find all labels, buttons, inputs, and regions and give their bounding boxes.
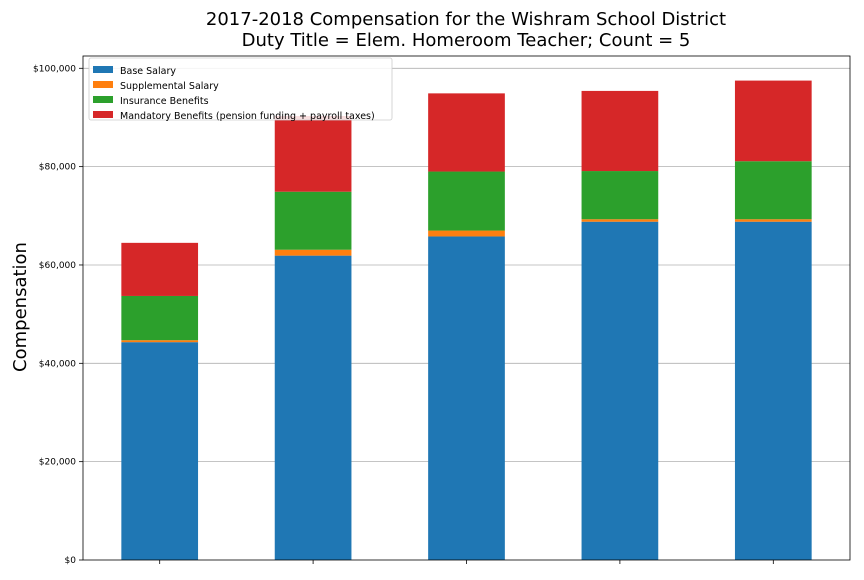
- legend-swatch: [93, 81, 113, 88]
- y-tick-label: $80,000: [39, 163, 76, 173]
- axes: $0 $20,000 $40,000 $60,000 $80,000 $100,000: [33, 55, 851, 566]
- bar-segment-supplemental-salary: [581, 219, 659, 222]
- chart-title-line-1: 2017-2018 Compensation for the Wishram S…: [206, 9, 726, 30]
- bar-segment-base-salary: [581, 221, 659, 560]
- bar-segment-insurance-benefits: [274, 191, 352, 250]
- bar-segment-insurance-benefits: [734, 161, 812, 220]
- bar-segment-supplemental-salary: [734, 219, 812, 222]
- y-axis-label: Compensation: [10, 242, 31, 372]
- legend-box: [88, 57, 393, 121]
- bar-segment-insurance-benefits: [121, 295, 199, 341]
- bar-segment-mandatory-benefits: [734, 80, 812, 162]
- bar-segment-mandatory-benefits: [428, 93, 505, 172]
- bars: [121, 80, 812, 560]
- y-tick-label: $0: [65, 556, 77, 566]
- bar-segment-supplemental-salary: [274, 249, 352, 256]
- y-tick-label: $60,000: [39, 261, 76, 271]
- legend-swatch: [93, 66, 113, 73]
- legend-label: Mandatory Benefits (pension funding + pa…: [120, 111, 375, 122]
- y-tick-label: $100,000: [33, 64, 76, 74]
- bar-segment-insurance-benefits: [581, 171, 659, 220]
- legend-swatch: [93, 96, 113, 103]
- bar-segment-base-salary: [734, 221, 812, 560]
- bar-segment-base-salary: [274, 255, 352, 560]
- bar-segment-base-salary: [121, 342, 199, 560]
- bar-segment-mandatory-benefits: [121, 242, 199, 296]
- y-tick-label: $40,000: [39, 359, 76, 369]
- legend-label: Base Salary: [120, 66, 176, 77]
- legend-swatch: [93, 111, 113, 118]
- bar-segment-base-salary: [428, 236, 505, 560]
- chart-title-line-2: Duty Title = Elem. Homeroom Teacher; Cou…: [242, 30, 691, 51]
- y-tick-label: $20,000: [39, 458, 76, 468]
- legend: Base Salary Supplemental Salary Insurance …: [88, 57, 393, 122]
- bar-segment-insurance-benefits: [428, 171, 505, 231]
- plot-frame: [82, 55, 851, 561]
- bar-segment-mandatory-benefits: [581, 90, 659, 172]
- legend-label: Supplemental Salary: [120, 81, 219, 92]
- bar-segment-mandatory-benefits: [274, 115, 352, 192]
- legend-label: Insurance Benefits: [120, 96, 209, 107]
- bar-segment-supplemental-salary: [121, 340, 199, 343]
- bar-segment-supplemental-salary: [428, 230, 505, 237]
